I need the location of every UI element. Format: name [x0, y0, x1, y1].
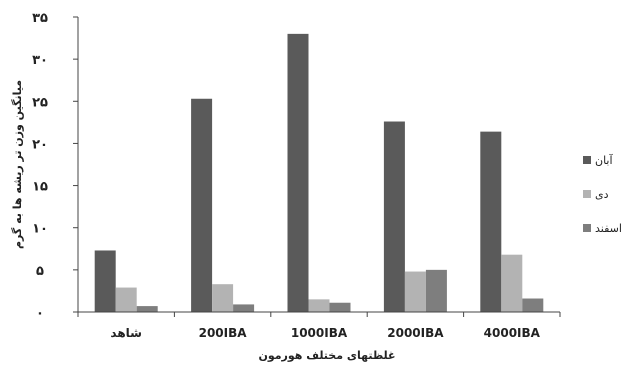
x-category-label: 200IBA — [199, 326, 248, 340]
bar-2-5 — [501, 254, 523, 312]
x-category-label: 2000IBA — [387, 326, 444, 340]
legend-swatch-3 — [583, 224, 591, 232]
bar-1-3 — [287, 33, 309, 312]
bar-1-2 — [191, 98, 213, 312]
legend-swatch-2 — [583, 190, 591, 198]
y-tick-label: ۱۰ — [32, 222, 48, 237]
bar-3-1 — [136, 306, 158, 312]
y-tick-label: ۲۰ — [32, 137, 48, 152]
legend-label-2: دی — [595, 188, 609, 201]
y-tick-label: ۳۵ — [32, 11, 48, 26]
bar-3-5 — [522, 298, 544, 312]
x-axis-categories: شاهد 200IBA 1000IBA 2000IBA 4000IBA — [110, 326, 540, 340]
x-category-label: 4000IBA — [484, 326, 541, 340]
x-category-label: شاهد — [110, 326, 142, 340]
x-axis-ticks — [77, 312, 561, 317]
bars — [94, 33, 544, 312]
y-axis-title: میانگین وزن تر ریشه ها به گرم — [11, 80, 24, 249]
bar-2-4 — [404, 271, 426, 312]
y-tick-label: ۲۵ — [32, 95, 48, 110]
bar-2-1 — [115, 287, 137, 312]
y-tick-label: ۰ — [36, 306, 44, 321]
bar-1-5 — [480, 131, 502, 312]
bar-2-3 — [308, 299, 330, 312]
x-category-label: 1000IBA — [291, 326, 348, 340]
bar-3-3 — [329, 302, 351, 312]
x-axis-title: غلظتهای مختلف هورمون — [258, 349, 395, 362]
legend-label-1: آبان — [595, 153, 613, 167]
y-axis-ticks: ۰ ۵ ۱۰ ۱۵ ۲۰ ۲۵ ۳۰ ۳۵ — [32, 11, 78, 321]
legend-label-3: اسفند — [595, 222, 622, 235]
bar-3-4 — [425, 269, 447, 312]
bar-1-1 — [94, 250, 116, 312]
y-tick-label: ۳۰ — [32, 53, 48, 68]
bar-2-2 — [212, 284, 234, 312]
bar-1-4 — [383, 121, 405, 312]
legend: آبان دی اسفند — [583, 153, 622, 235]
legend-swatch-1 — [583, 156, 591, 164]
y-tick-label: ۱۵ — [32, 180, 48, 195]
y-tick-label: ۵ — [36, 264, 44, 279]
bar-3-2 — [233, 304, 255, 312]
